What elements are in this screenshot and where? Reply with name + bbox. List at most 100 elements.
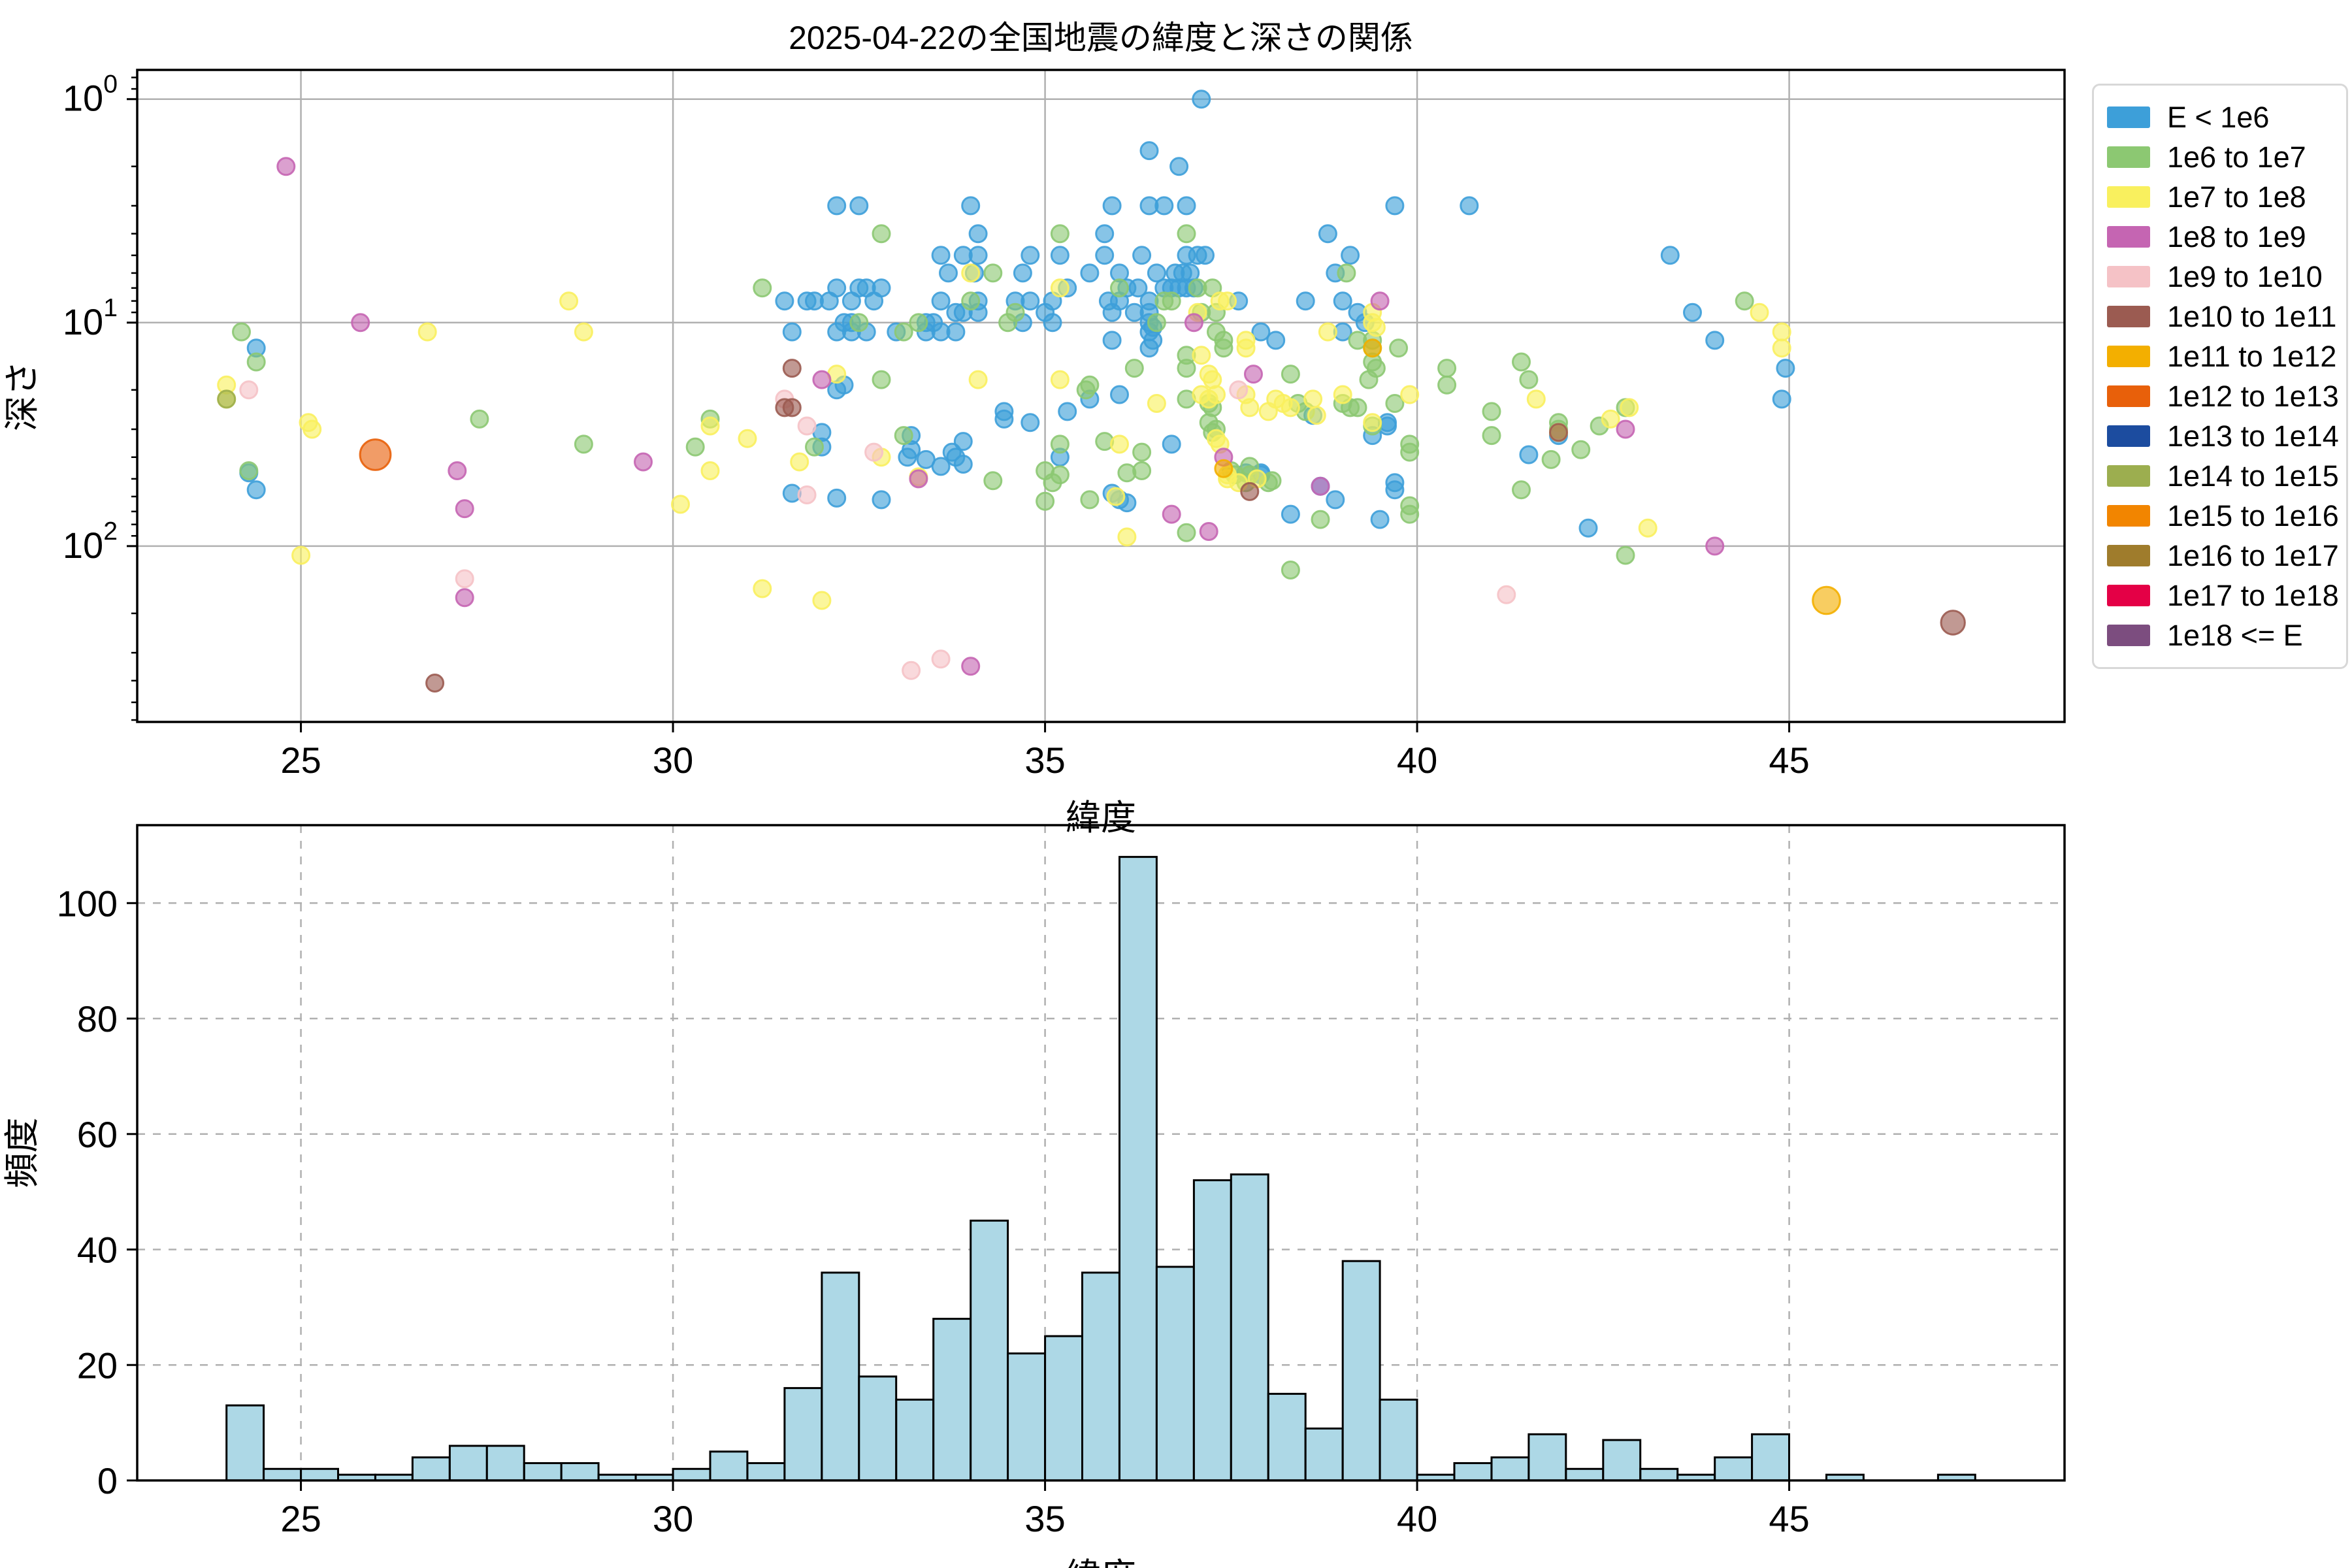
scatter-point: [1192, 90, 1211, 109]
scatter-point: [1772, 389, 1791, 409]
scatter-point: [634, 452, 653, 472]
histogram-bar: [411, 1456, 451, 1482]
scatter-point: [1776, 359, 1795, 378]
scatter-point: [953, 455, 973, 474]
scatter-point: [1341, 246, 1360, 265]
legend-color-swatch: [2107, 106, 2150, 128]
scatter-point: [700, 416, 720, 436]
scatter-point: [1102, 331, 1122, 350]
scatter-point: [1214, 338, 1233, 358]
legend-label: 1e16 to 1e17: [2167, 538, 2339, 572]
histogram-bar: [858, 1375, 898, 1482]
legend-color-swatch: [2107, 425, 2150, 447]
scatter-point: [1169, 157, 1189, 176]
scatter-y-tick-label: 102: [63, 517, 118, 566]
scatter-point: [1318, 224, 1337, 244]
histogram-bar: [225, 1404, 265, 1482]
legend-label: 1e12 to 1e13: [2167, 379, 2339, 413]
scatter-point: [894, 426, 913, 446]
histogram-bar: [1751, 1433, 1791, 1482]
scatter-point: [1080, 263, 1100, 283]
histogram-y-tick-label: 80: [77, 998, 118, 1039]
scatter-point: [1050, 224, 1070, 244]
scatter-point: [1400, 504, 1420, 524]
scatter-point: [1705, 536, 1725, 556]
scatter-point: [998, 313, 1018, 333]
scatter-point: [1400, 385, 1420, 404]
legend-item: 1e12 to 1e13: [2107, 376, 2346, 416]
legend-color-swatch: [2107, 385, 2150, 407]
scatter-point: [1482, 402, 1501, 421]
scatter-point: [894, 322, 913, 342]
scatter-point: [782, 359, 802, 378]
scatter-point: [1132, 246, 1152, 265]
histogram-bar: [1081, 1271, 1120, 1482]
scatter-point: [302, 419, 322, 439]
scatter-x-tick-label: 35: [1024, 740, 1065, 781]
histogram-bar: [746, 1462, 786, 1482]
histogram-bar: [1267, 1392, 1307, 1482]
scatter-point: [1128, 278, 1148, 298]
scatter-point: [1460, 196, 1479, 216]
scatter-point: [1251, 322, 1271, 342]
scatter-point: [232, 322, 251, 342]
scatter-point: [1750, 302, 1769, 322]
scatter-point: [849, 196, 869, 216]
legend-label: 1e14 to 1e15: [2167, 459, 2339, 493]
legend-label: 1e18 <= E: [2167, 618, 2303, 652]
histogram-x-tick-label: 45: [1769, 1498, 1809, 1539]
scatter-point: [1013, 263, 1032, 283]
scatter-point: [1021, 291, 1040, 311]
scatter-point: [1482, 426, 1501, 446]
scatter-point: [1333, 291, 1352, 311]
histogram-bar: [1155, 1266, 1195, 1482]
histogram-bar: [1007, 1352, 1046, 1482]
scatter-point: [1281, 365, 1300, 384]
scatter-point: [1683, 302, 1702, 322]
histogram-y-tick-label: 100: [57, 883, 118, 924]
histogram-bar: [970, 1219, 1009, 1482]
scatter-point: [1616, 419, 1635, 439]
scatter-x-tick-label: 25: [280, 740, 321, 781]
scatter-point: [1326, 490, 1345, 510]
histogram-bar: [1341, 1260, 1381, 1482]
scatter-point: [470, 409, 489, 429]
scatter-point: [790, 452, 809, 472]
scatter-point: [902, 661, 921, 680]
scatter-point: [1333, 385, 1352, 404]
scatter-point: [872, 224, 891, 244]
histogram-bar: [932, 1318, 972, 1482]
scatter-point: [1132, 461, 1152, 480]
legend-color-swatch: [2107, 266, 2150, 287]
scatter-point: [898, 448, 917, 467]
scatter-point: [246, 480, 266, 500]
scatter-point: [1601, 409, 1620, 429]
scatter-point: [939, 263, 958, 283]
scatter-point: [1043, 473, 1062, 493]
scatter-point: [1363, 338, 1382, 358]
legend-item: 1e8 to 1e9: [2107, 217, 2346, 257]
histogram-x-tick-label: 25: [280, 1498, 321, 1539]
scatter-point: [1162, 434, 1181, 454]
scatter-point: [1177, 359, 1196, 378]
scatter-point: [1162, 291, 1181, 311]
scatter-point: [1102, 302, 1122, 322]
scatter-point: [1050, 246, 1070, 265]
scatter-point: [872, 370, 891, 389]
scatter-point: [782, 322, 802, 342]
scatter-point: [359, 438, 392, 471]
scatter-point: [1620, 398, 1639, 417]
scatter-point: [417, 322, 437, 342]
scatter-point: [827, 196, 847, 216]
scatter-point: [685, 437, 705, 457]
scatter-point: [455, 569, 474, 589]
scatter-point: [1132, 442, 1152, 462]
scatter-point: [239, 380, 259, 400]
legend-item: 1e10 to 1e11: [2107, 297, 2346, 336]
legend-item: 1e15 to 1e16: [2107, 496, 2346, 536]
scatter-point: [1385, 480, 1405, 500]
scatter-point: [291, 546, 311, 565]
scatter-point: [559, 291, 579, 311]
legend-color-swatch: [2107, 226, 2150, 248]
